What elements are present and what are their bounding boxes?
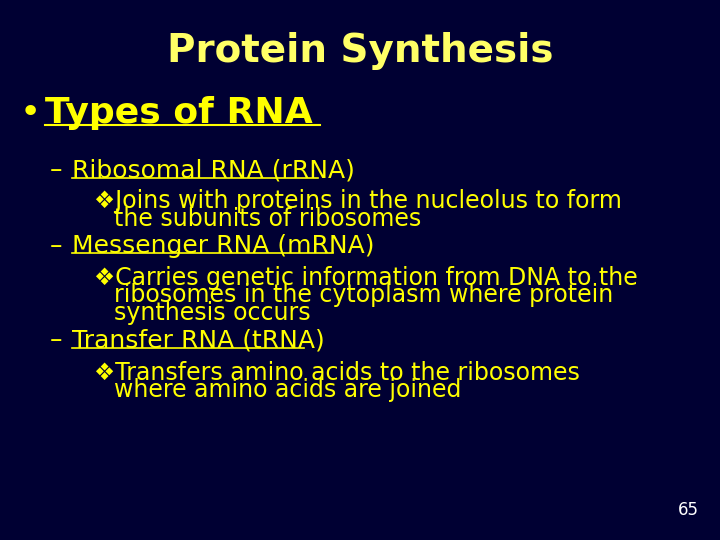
Text: Ribosomal RNA (rRNA): Ribosomal RNA (rRNA)	[72, 158, 355, 182]
Text: ❖Joins with proteins in the nucleolus to form: ❖Joins with proteins in the nucleolus to…	[94, 189, 621, 213]
Text: Messenger RNA (mRNA): Messenger RNA (mRNA)	[72, 234, 374, 258]
Text: Transfer RNA (tRNA): Transfer RNA (tRNA)	[72, 328, 325, 352]
Text: the subunits of ribosomes: the subunits of ribosomes	[114, 207, 421, 231]
Text: where amino acids are joined: where amino acids are joined	[114, 379, 461, 402]
Text: –: –	[50, 234, 63, 258]
Text: Types of RNA: Types of RNA	[45, 97, 313, 130]
Text: ❖Transfers amino acids to the ribosomes: ❖Transfers amino acids to the ribosomes	[94, 361, 580, 384]
Text: ❖Carries genetic information from DNA to the: ❖Carries genetic information from DNA to…	[94, 266, 637, 289]
Text: 65: 65	[678, 502, 698, 519]
Text: synthesis occurs: synthesis occurs	[114, 301, 310, 325]
Text: Protein Synthesis: Protein Synthesis	[167, 32, 553, 70]
Text: •: •	[19, 97, 41, 130]
Text: –: –	[50, 328, 63, 352]
Text: ribosomes in the cytoplasm where protein: ribosomes in the cytoplasm where protein	[114, 284, 613, 307]
Text: –: –	[50, 158, 63, 182]
